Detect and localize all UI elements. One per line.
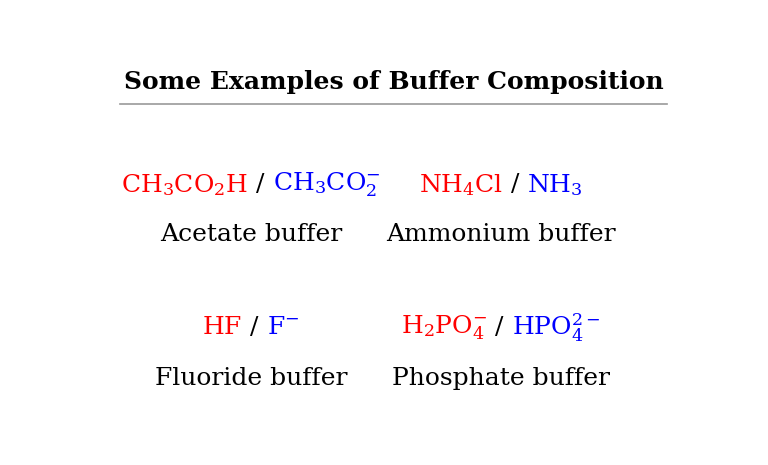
Text: /: /: [243, 316, 266, 339]
Text: Fluoride buffer: Fluoride buffer: [154, 366, 347, 390]
Text: $\mathregular{CH_3CO_2^{-}}$: $\mathregular{CH_3CO_2^{-}}$: [273, 171, 380, 199]
Text: $\mathregular{NH_4Cl}$: $\mathregular{NH_4Cl}$: [419, 172, 503, 198]
Text: $\mathregular{HPO_4^{2-}}$: $\mathregular{HPO_4^{2-}}$: [511, 312, 601, 344]
Text: $\mathregular{H_2PO_4^{-}}$: $\mathregular{H_2PO_4^{-}}$: [401, 314, 488, 342]
Text: /: /: [503, 173, 527, 196]
Text: Phosphate buffer: Phosphate buffer: [392, 366, 610, 390]
Text: /: /: [248, 173, 273, 196]
Text: $\mathregular{F^{-}}$: $\mathregular{F^{-}}$: [266, 316, 300, 339]
Text: Some Examples of Buffer Composition: Some Examples of Buffer Composition: [124, 70, 664, 94]
Text: Ammonium buffer: Ammonium buffer: [386, 223, 615, 246]
Text: $\mathregular{HF}$: $\mathregular{HF}$: [202, 316, 243, 339]
Text: /: /: [488, 316, 511, 339]
Text: $\mathregular{NH_3}$: $\mathregular{NH_3}$: [527, 172, 583, 198]
Text: $\mathregular{CH_3CO_2H}$: $\mathregular{CH_3CO_2H}$: [121, 172, 248, 198]
Text: Acetate buffer: Acetate buffer: [160, 223, 342, 246]
